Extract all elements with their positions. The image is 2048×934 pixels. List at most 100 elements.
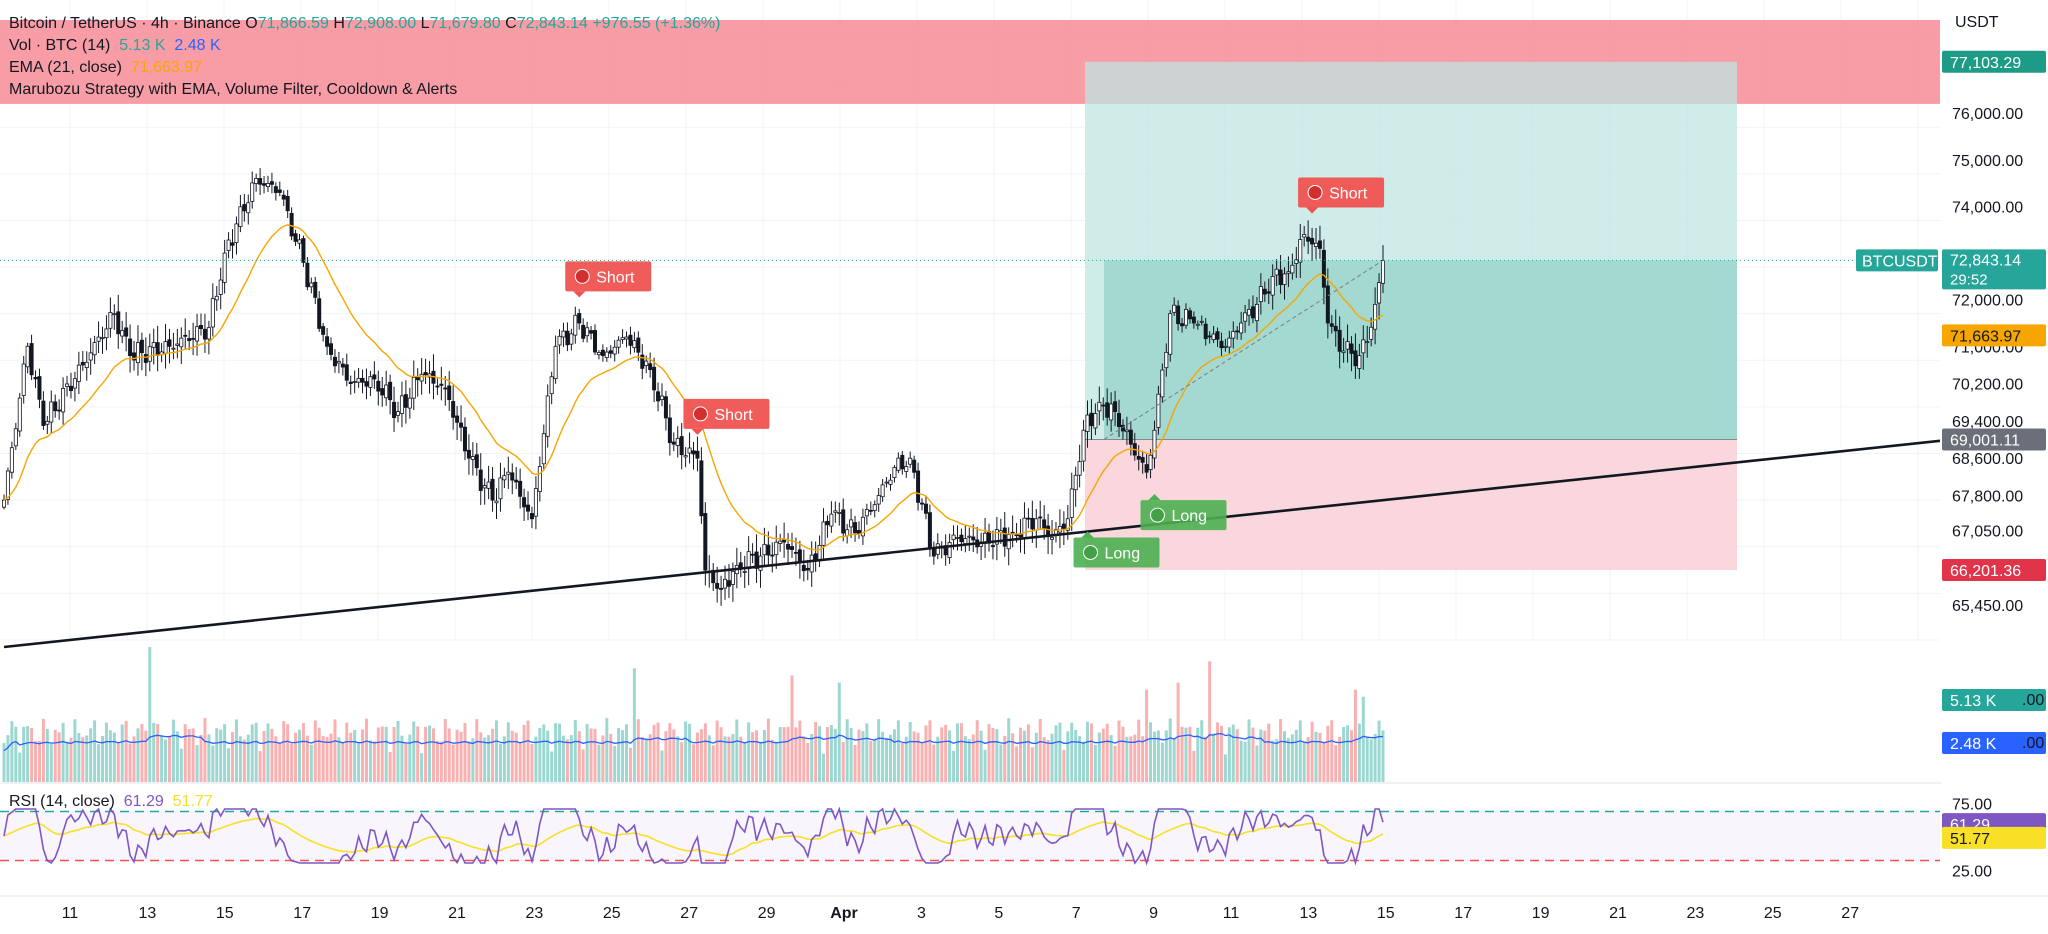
volume-bar	[424, 726, 428, 782]
signal-pointer	[691, 428, 704, 435]
volume-bar	[305, 735, 309, 782]
entry-price-tag: 69,001.11	[1942, 428, 2046, 451]
volume-bar	[676, 736, 680, 782]
candle-down	[581, 324, 586, 339]
volume-bar	[889, 734, 892, 782]
short-signal[interactable]: Short	[683, 398, 770, 435]
volume-bar	[495, 720, 498, 782]
open-value: 71,866.59	[257, 15, 329, 32]
volume-bar	[1192, 750, 1196, 782]
candle-down	[920, 502, 925, 505]
rsi-indicator-label: RSI (14, close)	[9, 793, 115, 810]
close-value: 72,843.14	[516, 15, 588, 32]
candle-down	[510, 472, 515, 481]
candle-down	[466, 449, 471, 459]
price-tag-text: 51.77	[1950, 831, 1990, 848]
candle-up	[994, 529, 999, 545]
short-signal[interactable]: Short	[565, 261, 652, 298]
candle-up	[1156, 393, 1161, 428]
candle-down	[1026, 517, 1031, 520]
candle-down	[462, 426, 467, 452]
candle-up	[482, 485, 487, 489]
candle-up	[569, 333, 574, 345]
candle-down	[522, 497, 527, 508]
candle-up	[9, 447, 14, 473]
volume-bar	[581, 749, 585, 782]
volume-bar	[554, 723, 558, 782]
volume-bar	[707, 735, 711, 782]
volume-bar	[1050, 733, 1054, 782]
volume-bar	[116, 743, 120, 782]
currency-label[interactable]: USDT	[1955, 14, 1999, 31]
volume-bar	[337, 737, 341, 782]
candle-up	[675, 438, 680, 446]
symbol-title[interactable]: Bitcoin / TetherUS · 4h · Binance	[9, 15, 241, 32]
volume-bar	[45, 728, 49, 782]
candle-up	[967, 535, 972, 538]
volume-bar	[290, 743, 294, 782]
volume-bar	[1318, 732, 1322, 782]
candle-down	[281, 194, 286, 200]
volume-bar	[171, 719, 175, 782]
volume-bar	[829, 725, 833, 782]
candle-up	[549, 376, 554, 395]
volume-bar	[1015, 746, 1019, 782]
volume-bar	[416, 726, 420, 782]
rsi-lower-tick: 25.00	[1952, 864, 1992, 881]
ema-legend-row[interactable]: EMA (21, close) 71,663.97	[9, 57, 720, 79]
volume-bar	[61, 722, 65, 782]
volume-bar	[73, 719, 77, 782]
rsi-legend[interactable]: RSI (14, close) 61.29 51.77	[9, 793, 213, 811]
candle-up	[238, 206, 243, 227]
candle-down	[490, 478, 495, 501]
candle-down	[321, 326, 326, 335]
long-signal[interactable]: Long	[1073, 531, 1160, 568]
volume-bar	[282, 721, 286, 782]
red-dot-icon	[1307, 184, 1323, 200]
volume-bar	[203, 718, 207, 782]
volume-bar	[983, 749, 987, 782]
candle-down	[1321, 249, 1326, 288]
volume-bar	[487, 735, 491, 782]
volume-bar	[435, 740, 439, 782]
candle-up	[147, 346, 152, 362]
signal-label-text: Short	[1329, 185, 1368, 202]
candle-down	[1317, 240, 1322, 249]
volume-bar	[361, 729, 365, 782]
candle-down	[332, 356, 337, 367]
candle-down	[155, 342, 160, 356]
candle-up	[1302, 234, 1307, 238]
volume-bar	[790, 675, 794, 782]
strategy-legend-row[interactable]: Marubozu Strategy with EMA, Volume Filte…	[9, 79, 720, 101]
candle-down	[640, 354, 645, 369]
candle-up	[218, 279, 223, 295]
volume-bar	[680, 742, 684, 782]
candle-up	[730, 570, 735, 585]
volume-legend-row[interactable]: Vol · BTC (14) 5.13 K 2.48 K	[9, 35, 720, 57]
volume-bar	[814, 722, 818, 782]
volume-bar	[443, 718, 447, 782]
volume-bar	[1259, 729, 1263, 782]
candle-down	[273, 186, 278, 193]
volume-bar	[1204, 736, 1208, 782]
candle-up	[352, 381, 357, 383]
profit-fill	[1104, 260, 1737, 440]
time-tick-label: 7	[1072, 905, 1081, 922]
volume-bar	[199, 734, 203, 782]
volume-bar	[995, 729, 999, 782]
volume-bar	[132, 736, 136, 782]
volume-bar	[1129, 736, 1133, 782]
long-signal[interactable]: Long	[1140, 494, 1227, 531]
candle-up	[336, 360, 341, 364]
volume-bar	[1086, 721, 1089, 782]
candle-down	[230, 242, 235, 246]
volume-bar	[475, 719, 479, 782]
short-signal[interactable]: Short	[1298, 177, 1385, 214]
volume-bar	[660, 750, 664, 782]
candle-down	[167, 339, 172, 347]
candle-down	[242, 204, 247, 212]
volume-bar	[1121, 726, 1125, 782]
volume-bar	[459, 731, 463, 782]
volume-bars	[2, 647, 1385, 782]
